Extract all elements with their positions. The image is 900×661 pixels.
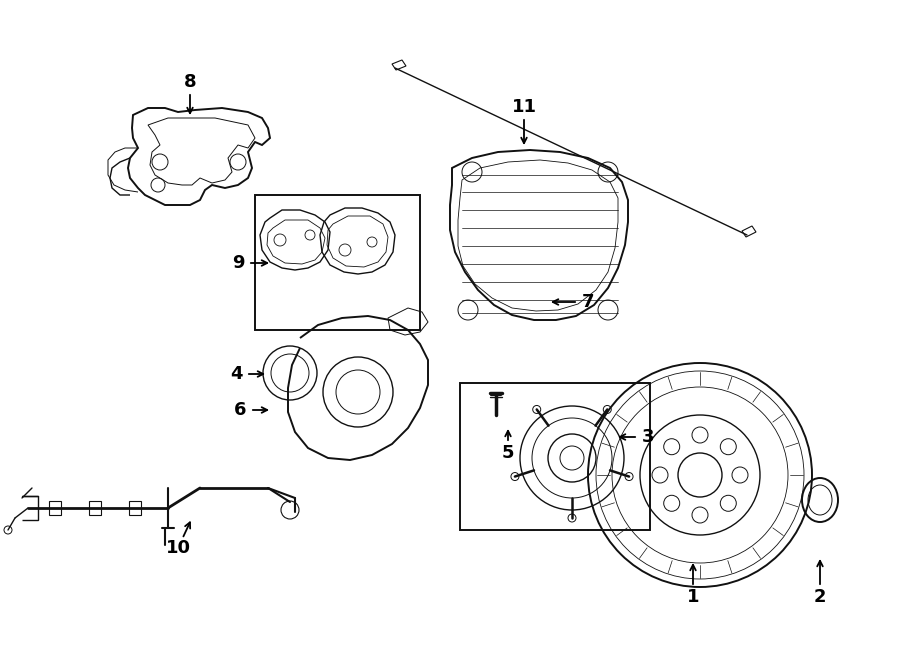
Text: 11: 11 bbox=[511, 98, 536, 116]
Text: 8: 8 bbox=[184, 73, 196, 91]
Text: 2: 2 bbox=[814, 588, 826, 606]
Text: 9: 9 bbox=[232, 254, 244, 272]
Text: 3: 3 bbox=[642, 428, 654, 446]
Bar bbox=[460, 383, 650, 530]
Text: 7: 7 bbox=[581, 293, 594, 311]
Bar bbox=[255, 195, 420, 330]
Text: 1: 1 bbox=[687, 588, 699, 606]
Text: 4: 4 bbox=[230, 365, 242, 383]
Text: 5: 5 bbox=[502, 444, 514, 462]
Circle shape bbox=[678, 453, 722, 497]
Text: 10: 10 bbox=[166, 539, 191, 557]
Text: 6: 6 bbox=[234, 401, 247, 419]
